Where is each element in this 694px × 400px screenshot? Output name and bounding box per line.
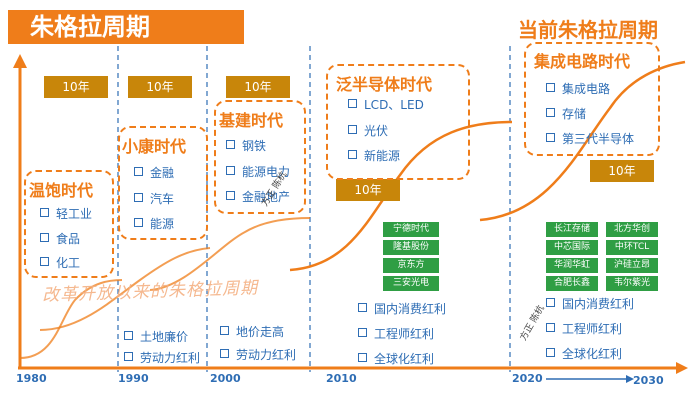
- list-item: 能源: [134, 216, 174, 232]
- list-item: 食品: [40, 231, 80, 247]
- bullet-icon: [546, 133, 555, 142]
- list-item: 钢铁: [226, 138, 266, 154]
- bullet-icon: [40, 257, 49, 266]
- cycle-curve-2: [39, 247, 211, 331]
- bullet-icon: [358, 328, 367, 337]
- bullet-icon: [226, 166, 235, 175]
- company-box: 宁德时代: [383, 222, 439, 237]
- bullet-icon: [348, 150, 357, 159]
- list-item: 土地廉价: [124, 329, 188, 345]
- era-name-2020: 集成电路时代: [534, 52, 631, 71]
- era-name-1980: 温饱时代: [29, 181, 94, 200]
- era-name-2000: 基建时代: [219, 111, 284, 130]
- list-item: 国内消费红利: [546, 296, 634, 312]
- era-box-2000: [214, 100, 306, 214]
- duration-badge: 10年: [336, 179, 400, 201]
- bullet-icon: [134, 218, 143, 227]
- company-box: 韦尔紫光: [606, 276, 658, 291]
- cycle-curve-4: [289, 120, 513, 272]
- bullet-icon: [546, 348, 555, 357]
- duration-badge: 10年: [590, 160, 654, 182]
- list-item: LCD、LED: [348, 97, 424, 113]
- list-item: 化工: [40, 255, 80, 271]
- list-item: 汽车: [134, 191, 174, 207]
- duration-badge: 10年: [44, 76, 108, 98]
- bullet-icon: [220, 349, 229, 358]
- bullet-icon: [358, 303, 367, 312]
- year-label: 1990: [118, 372, 149, 385]
- bullet-icon: [40, 233, 49, 242]
- bullet-icon: [546, 323, 555, 332]
- company-box: 长江存储: [546, 222, 598, 237]
- list-item: 全球化红利: [358, 351, 434, 367]
- era-name-1990: 小康时代: [122, 137, 187, 156]
- list-item: 工程师红利: [546, 321, 622, 337]
- range-arrow-head: [626, 375, 634, 383]
- year-label: 2030: [633, 374, 664, 387]
- cycle-curve-3: [149, 217, 311, 291]
- era-box-1980: [24, 170, 114, 278]
- x-axis-arrow: [676, 362, 688, 374]
- list-item: 新能源: [348, 148, 400, 164]
- bullet-icon: [134, 193, 143, 202]
- list-item: 劳动力红利: [220, 347, 296, 363]
- era-box-1990: [118, 126, 208, 240]
- bullet-icon: [124, 331, 133, 340]
- duration-badge: 10年: [128, 76, 192, 98]
- era-box-2020: [524, 42, 660, 156]
- era-box-2010: [326, 64, 470, 180]
- bullet-icon: [348, 125, 357, 134]
- company-box: 沪硅立昂: [606, 258, 658, 273]
- company-box: 中芯国际: [546, 240, 598, 255]
- bullet-icon: [220, 326, 229, 335]
- list-item: 光伏: [348, 123, 388, 139]
- year-label: 2020: [512, 372, 543, 385]
- company-box: 隆基股份: [383, 240, 439, 255]
- bullet-icon: [546, 83, 555, 92]
- list-item: 全球化红利: [546, 346, 622, 362]
- company-box: 京东方: [383, 258, 439, 273]
- list-item: 工程师红利: [358, 326, 434, 342]
- bullet-icon: [358, 353, 367, 362]
- bullet-icon: [226, 191, 235, 200]
- duration-badge: 10年: [226, 76, 290, 98]
- cycle-curve-5: [479, 60, 686, 222]
- list-item: 存储: [546, 106, 586, 122]
- bullet-icon: [226, 140, 235, 149]
- bullet-icon: [546, 298, 555, 307]
- page-title: 朱格拉周期: [8, 10, 244, 44]
- list-item: 集成电路: [546, 81, 610, 97]
- company-box: 华润华虹: [546, 258, 598, 273]
- list-item: 金融地产: [226, 189, 290, 205]
- list-item: 劳动力红利: [124, 350, 200, 366]
- year-label: 2010: [326, 372, 357, 385]
- bullet-icon: [124, 352, 133, 361]
- bullet-icon: [546, 108, 555, 117]
- era-name-2010: 泛半导体时代: [336, 75, 433, 94]
- list-item: 能源电力: [226, 164, 290, 180]
- company-box: 合肥长鑫: [546, 276, 598, 291]
- cycle-curve-1: [19, 279, 123, 359]
- company-box: 北方华创: [606, 222, 658, 237]
- current-cycle-title: 当前朱格拉周期: [518, 18, 658, 42]
- list-item: 地价走高: [220, 324, 284, 340]
- list-item: 金融: [134, 165, 174, 181]
- list-item: 轻工业: [40, 206, 92, 222]
- bullet-icon: [348, 99, 357, 108]
- bullet-icon: [40, 208, 49, 217]
- year-label: 2000: [210, 372, 241, 385]
- list-item: 第三代半导体: [546, 131, 634, 147]
- company-box: 中环TCL: [606, 240, 658, 255]
- company-box: 三安光电: [383, 276, 439, 291]
- year-label: 1980: [16, 372, 47, 385]
- list-item: 国内消费红利: [358, 301, 446, 317]
- bullet-icon: [134, 167, 143, 176]
- y-axis-arrow: [13, 54, 27, 68]
